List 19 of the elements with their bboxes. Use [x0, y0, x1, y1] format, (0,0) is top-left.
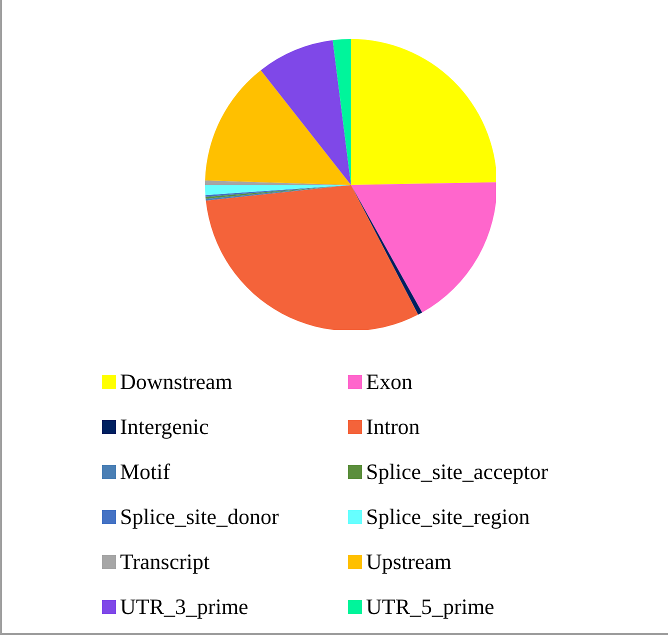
- pie-slice: [351, 185, 422, 315]
- legend-label: Intron: [366, 414, 420, 440]
- legend-label: Upstream: [366, 548, 452, 574]
- pie-slice: [332, 39, 351, 185]
- legend-label: Downstream: [120, 368, 232, 394]
- pie-slice: [205, 70, 351, 185]
- legend-label: Intergenic: [120, 414, 209, 440]
- legend-label: Splice_site_region: [366, 504, 530, 530]
- legend-label: Splice_site_donor: [120, 504, 279, 530]
- pie-slice: [351, 182, 496, 312]
- pie-slice: [206, 185, 418, 330]
- legend-label: Splice_site_acceptor: [366, 458, 548, 484]
- legend-label: Exon: [366, 368, 412, 394]
- pie-slice: [260, 40, 351, 185]
- legend-label: Transcript: [120, 548, 210, 574]
- legend-label: UTR_5_prime: [366, 594, 494, 620]
- legend-label: Motif: [120, 458, 170, 484]
- legend-label: UTR_3_prime: [120, 594, 248, 620]
- pie-slice: [351, 39, 496, 185]
